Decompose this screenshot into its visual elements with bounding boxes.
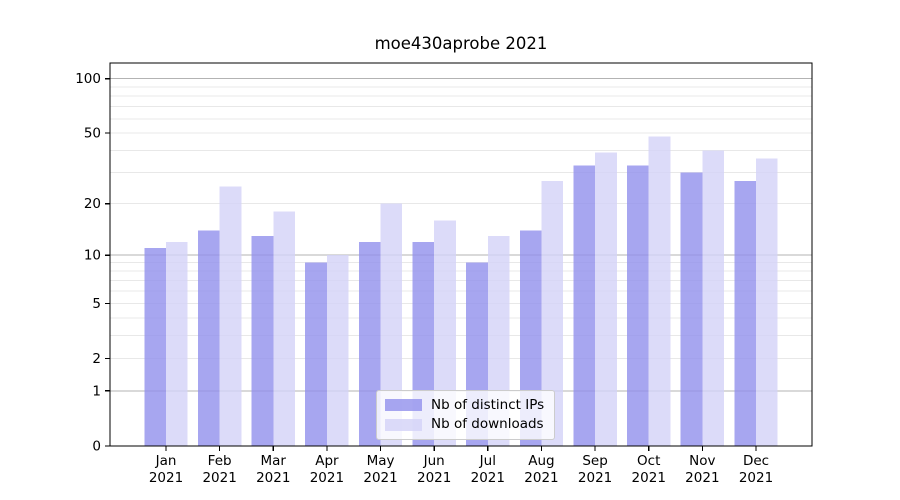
x-tick-label-year: 2021 (256, 470, 290, 486)
x-tick-label-month: Sep (582, 453, 607, 469)
x-tick-label-month: Jun (423, 453, 445, 469)
bar-aug-downloads (541, 180, 564, 446)
y-tick-label: 100 (75, 71, 101, 87)
bar-jan-downloads (166, 241, 188, 446)
bar-may-downloads (380, 203, 403, 446)
bar-sep-downloads (595, 152, 617, 446)
y-tick-label: 20 (84, 196, 101, 212)
y-tick-label: 1 (92, 383, 101, 399)
x-tick-label-year: 2021 (202, 470, 236, 486)
bar-jan-distinct-ips (144, 248, 166, 446)
x-tick-label-month: May (367, 453, 395, 469)
legend-swatch-distinct-ips (385, 399, 422, 412)
bar-apr-downloads (326, 255, 349, 446)
x-tick-label-month: Aug (528, 453, 554, 469)
x-tick-label-year: 2021 (471, 470, 505, 486)
x-tick-label-year: 2021 (578, 470, 612, 486)
y-tick-label: 5 (92, 296, 101, 312)
bar-dec-distinct-ips (734, 180, 756, 446)
chart-title: moe430aprobe 2021 (374, 34, 548, 53)
x-tick-label-year: 2021 (310, 470, 344, 486)
bar-sep-distinct-ips (573, 165, 596, 446)
x-tick-label-month: Jul (479, 453, 496, 469)
bar-oct-distinct-ips (627, 165, 649, 446)
bar-nov-downloads (702, 150, 725, 446)
legend-item-distinct-ips: Nb of distinct IPs (385, 396, 546, 413)
x-tick-label-month: Oct (637, 453, 660, 469)
y-tick-label: 2 (92, 351, 101, 367)
axes-frame (109, 62, 813, 447)
x-tick-label-month: Feb (208, 453, 232, 469)
y-tick-label: 50 (84, 126, 101, 142)
bar-mar-downloads (273, 211, 295, 446)
x-tick-label-year: 2021 (632, 470, 666, 486)
x-tick-label-month: Jan (155, 453, 177, 469)
x-tick-label-year: 2021 (417, 470, 451, 486)
legend-item-downloads: Nb of downloads (385, 415, 546, 432)
x-tick-label-month: Apr (315, 453, 339, 469)
x-tick-label-year: 2021 (685, 470, 719, 486)
legend: Nb of distinct IPs Nb of downloads (376, 390, 555, 440)
legend-label-distinct-ips: Nb of distinct IPs (431, 396, 545, 413)
bar-feb-downloads (219, 186, 242, 447)
bar-may-distinct-ips (358, 241, 381, 446)
bar-mar-distinct-ips (251, 235, 274, 446)
bar-feb-distinct-ips (197, 230, 220, 446)
bar-nov-distinct-ips (680, 172, 703, 446)
y-tick-label: 0 (92, 439, 101, 455)
x-tick-label-month: Nov (689, 453, 715, 469)
x-tick-label-month: Dec (743, 453, 769, 469)
y-tick-label: 10 (84, 248, 101, 264)
bar-dec-downloads (756, 158, 778, 447)
x-tick-label-year: 2021 (524, 470, 558, 486)
x-tick-label-year: 2021 (149, 470, 183, 486)
bar-jun-downloads (434, 220, 456, 446)
bar-apr-distinct-ips (305, 262, 327, 446)
x-tick-label-month: Mar (261, 453, 287, 469)
legend-label-downloads: Nb of downloads (431, 415, 544, 432)
legend-swatch-downloads (385, 418, 422, 431)
x-tick-label-year: 2021 (739, 470, 773, 486)
bar-oct-downloads (648, 136, 671, 446)
x-tick-label-year: 2021 (363, 470, 397, 486)
